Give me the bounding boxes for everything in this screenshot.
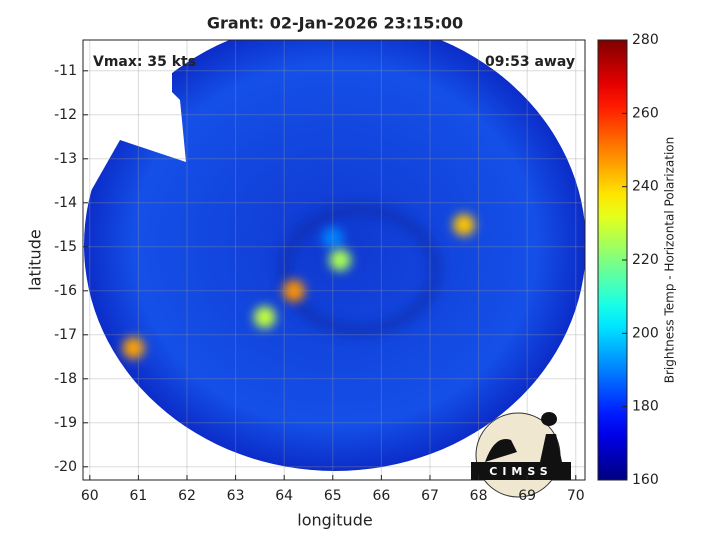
x-tick-label: 62 <box>178 488 196 504</box>
colorbar-tick-label: 280 <box>632 32 659 48</box>
annotation: Vmax: 35 kts <box>93 54 196 70</box>
y-tick-label: -17 <box>54 327 77 343</box>
chart-title: Grant: 02-Jan-2026 23:15:00 <box>207 14 463 33</box>
colorbar-tick-label: 220 <box>632 252 659 268</box>
x-tick-label: 67 <box>421 488 439 504</box>
x-tick-label: 64 <box>275 488 293 504</box>
x-tick-label: 60 <box>81 488 99 504</box>
logo: CIMSS <box>471 412 571 498</box>
cold-spot <box>282 279 305 302</box>
cold-spot <box>253 306 276 329</box>
y-tick-label: -12 <box>54 107 77 123</box>
colorbar-tick-label: 180 <box>632 399 659 415</box>
y-tick-label: -11 <box>54 63 77 79</box>
y-tick-label: -15 <box>54 239 77 255</box>
x-tick-label: 65 <box>324 488 342 504</box>
plot-area <box>83 40 585 471</box>
colorbar-tick-label: 200 <box>632 325 659 341</box>
cold-spot <box>321 227 344 249</box>
x-axis-label: longitude <box>297 511 372 530</box>
y-tick-label: -19 <box>54 415 77 431</box>
y-tick-label: -13 <box>54 151 77 167</box>
x-tick-label: 63 <box>227 488 245 504</box>
annotation: 09:53 away <box>485 54 575 70</box>
y-tick-label: -20 <box>54 459 77 475</box>
cold-spot <box>329 249 352 271</box>
colorbar-label: Brightness Temp - Horizontal Polarizatio… <box>663 137 677 384</box>
y-tick-label: -18 <box>54 371 77 387</box>
swath-gap <box>83 40 186 205</box>
x-tick-label: 61 <box>129 488 147 504</box>
x-tick-label: 70 <box>567 488 585 504</box>
plot-frame <box>82 39 586 481</box>
eye-ring <box>278 203 442 337</box>
cold-spot <box>452 213 475 236</box>
colorbar-tick-label: 260 <box>632 105 659 121</box>
x-tick-label: 69 <box>518 488 536 504</box>
x-tick-label: 68 <box>470 488 488 504</box>
y-axis-label: latitude <box>26 229 45 290</box>
cold-spot <box>122 337 145 359</box>
colorbar-tick-label: 240 <box>632 179 659 195</box>
x-tick-label: 66 <box>372 488 390 504</box>
logo-text: CIMSS <box>489 465 552 478</box>
y-tick-label: -14 <box>54 195 77 211</box>
y-tick-label: -16 <box>54 283 77 299</box>
colorbar-tick-label: 160 <box>632 472 659 488</box>
